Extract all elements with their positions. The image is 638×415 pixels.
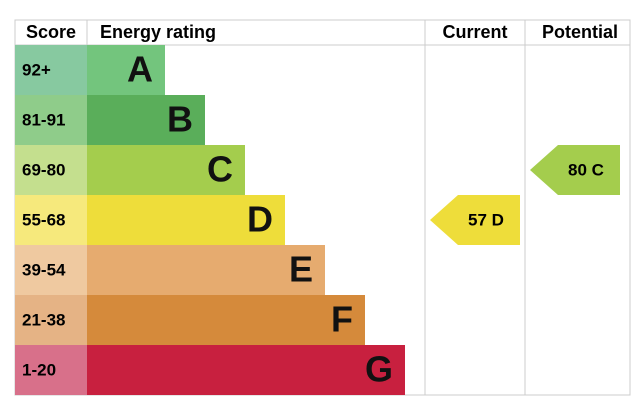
- score-label: 55-68: [22, 210, 65, 229]
- current-arrow: [430, 195, 520, 245]
- potential-label: 80 C: [568, 160, 604, 179]
- score-cell: [15, 45, 87, 95]
- score-label: 1-20: [22, 360, 56, 379]
- score-cell: [15, 245, 87, 295]
- rating-letter: F: [331, 299, 353, 340]
- score-cell: [15, 95, 87, 145]
- rating-letter: C: [207, 149, 233, 190]
- score-label: 69-80: [22, 160, 65, 179]
- rating-bar: [87, 145, 245, 195]
- rating-letter: B: [167, 99, 193, 140]
- rating-bar: [87, 195, 285, 245]
- rating-letter: A: [127, 49, 153, 90]
- header-score: Score: [26, 22, 76, 42]
- score-cell: [15, 195, 87, 245]
- current-label: 57 D: [468, 210, 504, 229]
- score-cell: [15, 295, 87, 345]
- score-label: 21-38: [22, 310, 65, 329]
- score-cell: [15, 145, 87, 195]
- rating-bar: [87, 45, 165, 95]
- rating-letter: E: [289, 249, 313, 290]
- score-cell: [15, 345, 87, 395]
- potential-arrow: [530, 145, 620, 195]
- rating-bar: [87, 295, 365, 345]
- header-potential: Potential: [542, 22, 618, 42]
- score-label: 81-91: [22, 110, 65, 129]
- header-current: Current: [442, 22, 507, 42]
- rating-letter: G: [365, 349, 393, 390]
- rating-bar: [87, 95, 205, 145]
- rating-bar: [87, 345, 405, 395]
- rating-letter: D: [247, 199, 273, 240]
- rating-bar: [87, 245, 325, 295]
- score-label: 92+: [22, 60, 51, 79]
- header-rating: Energy rating: [100, 22, 216, 42]
- score-label: 39-54: [22, 260, 66, 279]
